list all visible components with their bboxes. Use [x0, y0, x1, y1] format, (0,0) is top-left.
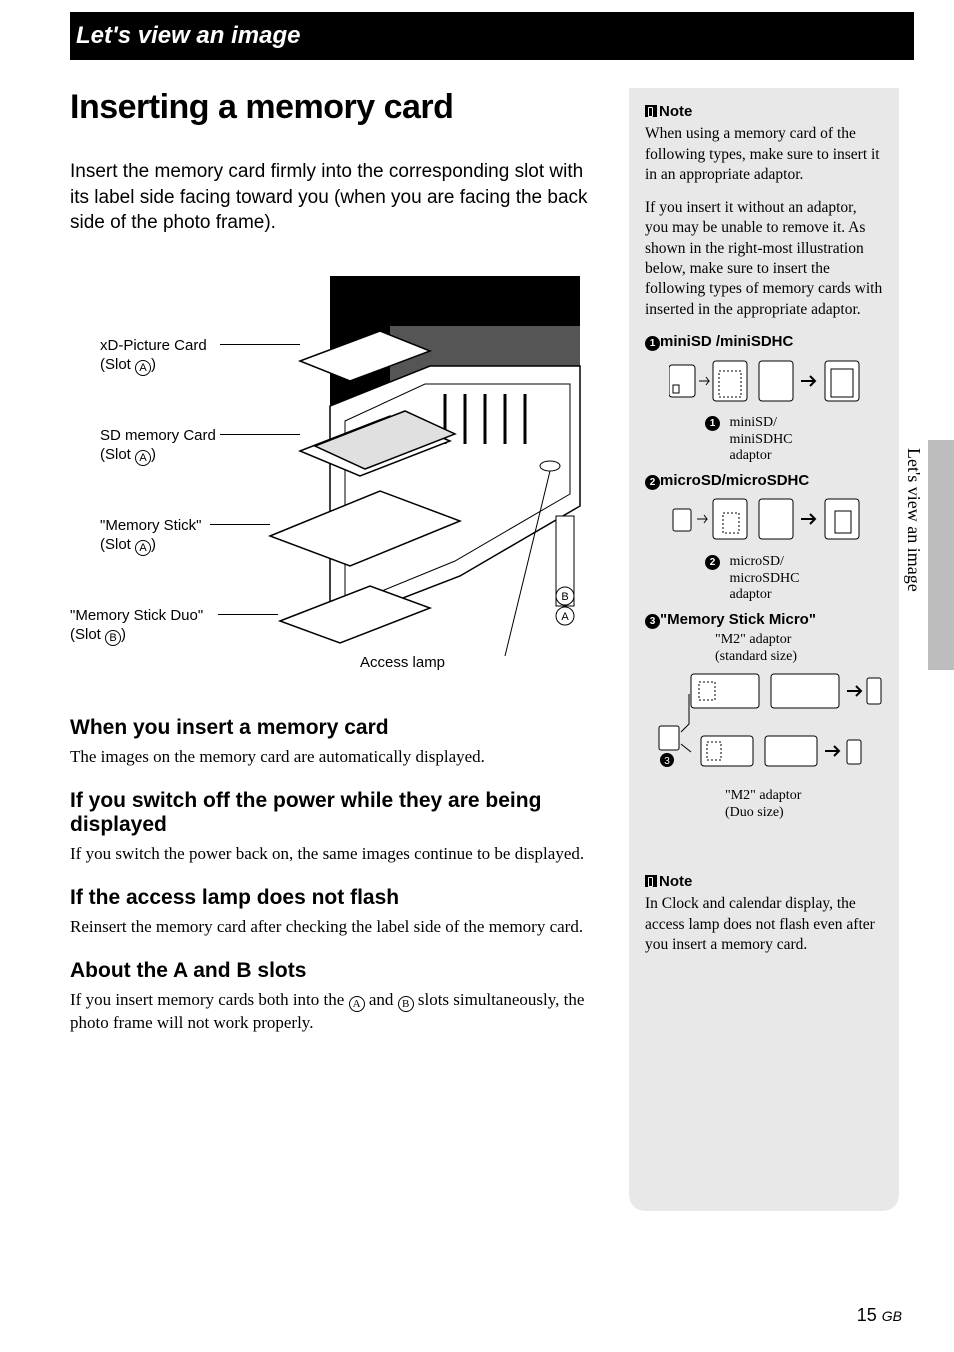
page-number: 15 GB — [857, 1305, 902, 1326]
note-icon — [645, 105, 657, 117]
adaptor3-capbot: "M2" adaptor (Duo size) — [725, 788, 883, 822]
section-header-text: Let's view an image — [76, 22, 300, 49]
note2-p: In Clock and calendar display, the acces… — [645, 894, 883, 955]
adaptor2-svg — [669, 495, 879, 545]
adaptor2-capnum: 2 — [705, 555, 720, 570]
label-sd-line1: SD memory Card — [100, 427, 216, 444]
label-xd-line1: xD-Picture Card — [100, 337, 207, 354]
adaptor2-captext: microSD/ microSDHC adaptor — [730, 554, 800, 604]
adaptor3-head: 3"Memory Stick Micro" — [645, 610, 883, 630]
adaptor2-num: 2 — [645, 475, 660, 490]
label-access-lamp: Access lamp — [360, 654, 445, 671]
label-ms-suf: ) — [151, 536, 156, 553]
adaptor2-cap: 2 microSD/ microSDHC adaptor — [705, 554, 883, 604]
label-sd-slot: A — [135, 450, 151, 466]
adaptor3-svg: 3 — [653, 670, 883, 780]
body-3: Reinsert the memory card after checking … — [70, 916, 605, 939]
label-ms-slot: A — [135, 540, 151, 556]
label-msduo-line1: "Memory Stick Duo" — [70, 607, 203, 624]
adaptor1-svg — [669, 357, 879, 407]
adaptor3-captop: "M2" adaptor (standard size) — [715, 632, 883, 666]
adaptor3-title: "Memory Stick Micro" — [660, 611, 816, 628]
note1-hdr-text: Note — [659, 103, 692, 120]
main-column: Inserting a memory card Insert the memor… — [70, 88, 605, 1211]
marker-a: A — [561, 611, 569, 623]
label-sd-pre: (Slot — [100, 446, 135, 463]
subhead-1: When you insert a memory card — [70, 716, 605, 740]
page-num-value: 15 — [857, 1305, 877, 1325]
label-xd-suf: ) — [151, 356, 156, 373]
page-title: Inserting a memory card — [70, 88, 605, 127]
label-msduo-slot: B — [105, 630, 121, 646]
note2-header: Note — [645, 872, 883, 892]
intro-paragraph: Insert the memory card firmly into the c… — [70, 159, 605, 236]
body-4-pre: If you insert memory cards both into the — [70, 990, 349, 1009]
adaptor2-title: microSD/microSDHC — [660, 472, 809, 489]
adaptor1-title: miniSD /miniSDHC — [660, 333, 793, 350]
note-icon-2 — [645, 875, 657, 887]
label-xd-slot: A — [135, 360, 151, 376]
note2-hdr-text: Note — [659, 873, 692, 890]
adaptor1-num: 1 — [645, 336, 660, 351]
svg-text:3: 3 — [664, 756, 670, 767]
sidebar: Note When using a memory card of the fol… — [629, 88, 899, 1211]
body-4-slotA: A — [349, 996, 365, 1012]
label-msduo-suf: ) — [121, 626, 126, 643]
adaptor3-num: 3 — [645, 614, 660, 629]
body-4-mid: and — [365, 990, 398, 1009]
label-xd: xD-Picture Card (Slot A) — [100, 336, 207, 377]
body-4-slotB: B — [398, 996, 414, 1012]
label-ms-line1: "Memory Stick" — [100, 517, 202, 534]
adaptor1-head: 1miniSD /miniSDHC — [645, 332, 883, 352]
adaptor1-capnum: 1 — [705, 416, 720, 431]
slot-diagram: xD-Picture Card (Slot A) SD memory Card … — [70, 266, 605, 686]
device-svg: B A — [260, 266, 600, 686]
subhead-2: If you switch off the power while they a… — [70, 789, 605, 837]
content-row: Inserting a memory card Insert the memor… — [70, 88, 914, 1211]
thumb-tab — [928, 440, 954, 670]
note1-p1: When using a memory card of the followin… — [645, 124, 883, 185]
section-header-bar: Let's view an image — [70, 12, 914, 60]
label-msduo-pre: (Slot — [70, 626, 105, 643]
label-xd-pre: (Slot — [100, 356, 135, 373]
label-ms-pre: (Slot — [100, 536, 135, 553]
body-2: If you switch the power back on, the sam… — [70, 843, 605, 866]
note1-p2: If you insert it without an adaptor, you… — [645, 198, 883, 321]
marker-b: B — [561, 591, 568, 603]
adaptor1-captext: miniSD/ miniSDHC adaptor — [730, 415, 793, 465]
label-sd: SD memory Card (Slot A) — [100, 426, 216, 467]
body-4: If you insert memory cards both into the… — [70, 989, 605, 1035]
label-sd-suf: ) — [151, 446, 156, 463]
label-ms: "Memory Stick" (Slot A) — [100, 516, 202, 557]
page-num-suffix: GB — [882, 1308, 902, 1324]
label-msduo: "Memory Stick Duo" (Slot B) — [70, 606, 203, 647]
thumb-tab-text: Let's view an image — [903, 448, 924, 592]
note1-header: Note — [645, 102, 883, 122]
adaptor2-head: 2microSD/microSDHC — [645, 471, 883, 491]
adaptor1-cap: 1 miniSD/ miniSDHC adaptor — [705, 415, 883, 465]
subhead-3: If the access lamp does not flash — [70, 886, 605, 910]
body-1: The images on the memory card are automa… — [70, 746, 605, 769]
subhead-4: About the A and B slots — [70, 959, 605, 983]
